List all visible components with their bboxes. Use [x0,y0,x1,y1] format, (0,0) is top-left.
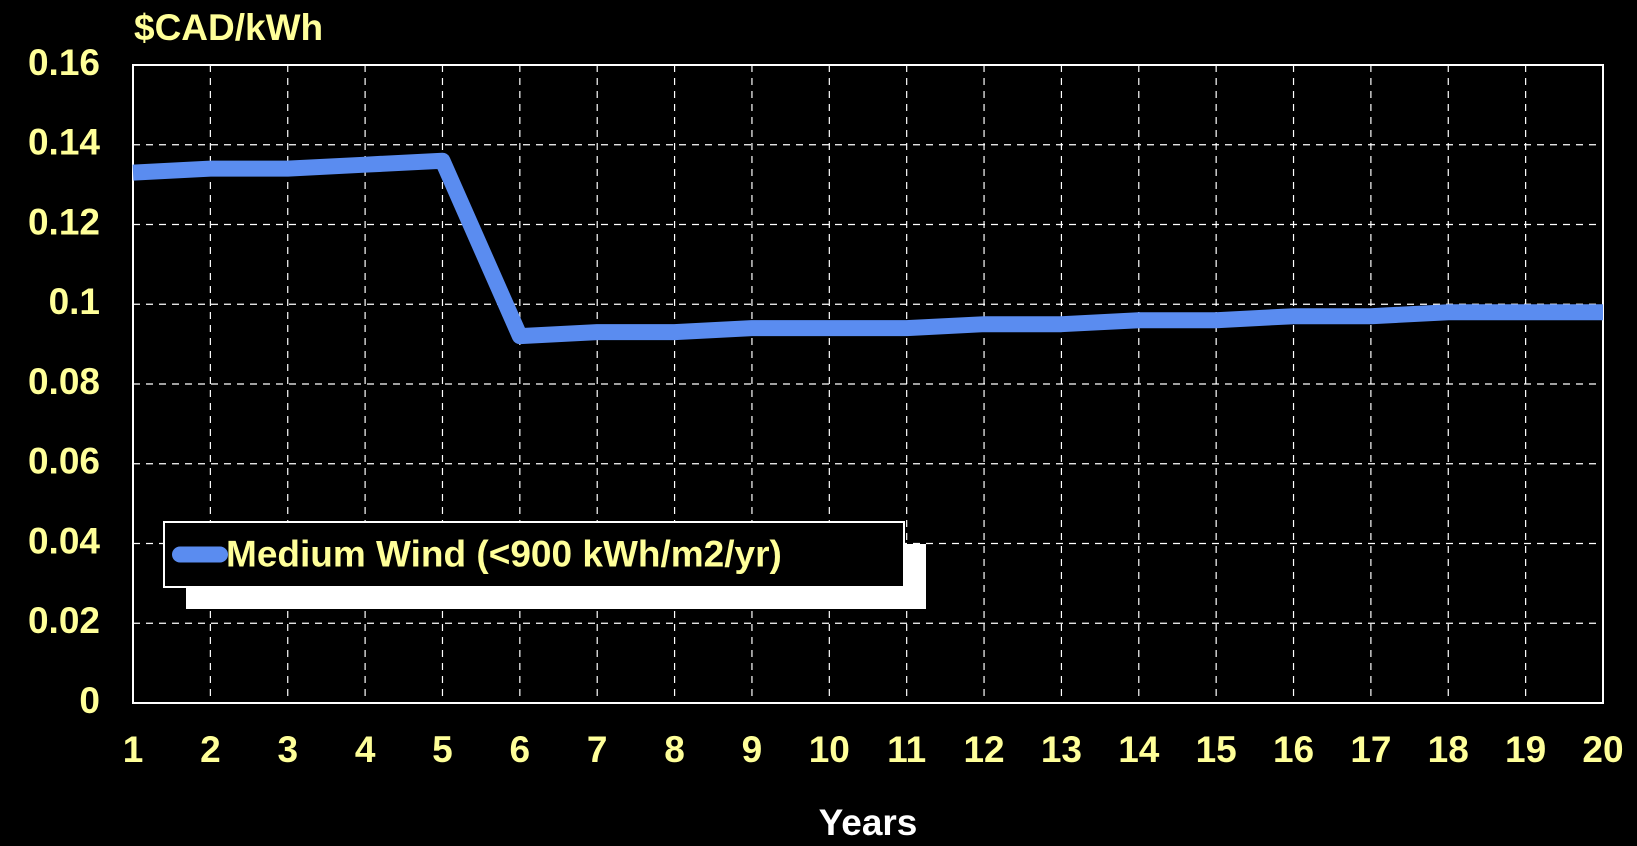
y-tick-label: 0 [79,680,100,721]
x-tick-label: 4 [355,729,376,770]
x-tick-label: 19 [1505,729,1546,770]
x-tick-label: 7 [587,729,608,770]
x-tick-label: 5 [432,729,453,770]
x-tick-label: 15 [1196,729,1237,770]
legend-label: Medium Wind (<900 kWh/m2/yr) [226,533,782,574]
data-line [132,152,1603,345]
x-tick-label: 6 [510,729,531,770]
x-tick-label: 18 [1428,729,1469,770]
legend: Medium Wind (<900 kWh/m2/yr) [163,521,926,609]
x-tick-label: 20 [1582,729,1623,770]
y-axis-label: $CAD/kWh [134,7,323,48]
x-tick-label: 12 [963,729,1004,770]
x-tick-label: 2 [200,729,221,770]
y-tick-label: 0.1 [49,281,100,322]
y-tick-label: 0.14 [28,122,100,163]
x-tick-label: 11 [887,729,926,770]
plot-frame [132,64,1604,704]
y-tick-label: 0.12 [28,201,100,242]
x-tick-label: 3 [277,729,298,770]
x-tick-label: 10 [809,729,850,770]
x-tick-label: 1 [123,729,144,770]
x-tick-label: 17 [1350,729,1391,770]
x-tick-label: 13 [1041,729,1082,770]
x-tick-label: 9 [742,729,763,770]
y-tick-label: 0.02 [28,600,100,641]
y-tick-label: 0.04 [28,520,100,561]
x-tick-label: 16 [1273,729,1314,770]
legend-box [163,521,905,588]
x-axis-label: Years [819,802,918,843]
y-tick-label: 0.16 [28,42,100,83]
x-tick-label: 14 [1118,729,1160,770]
x-tick-label: 8 [664,729,685,770]
y-tick-label: 0.06 [28,441,100,482]
y-tick-label: 0.08 [28,361,100,402]
